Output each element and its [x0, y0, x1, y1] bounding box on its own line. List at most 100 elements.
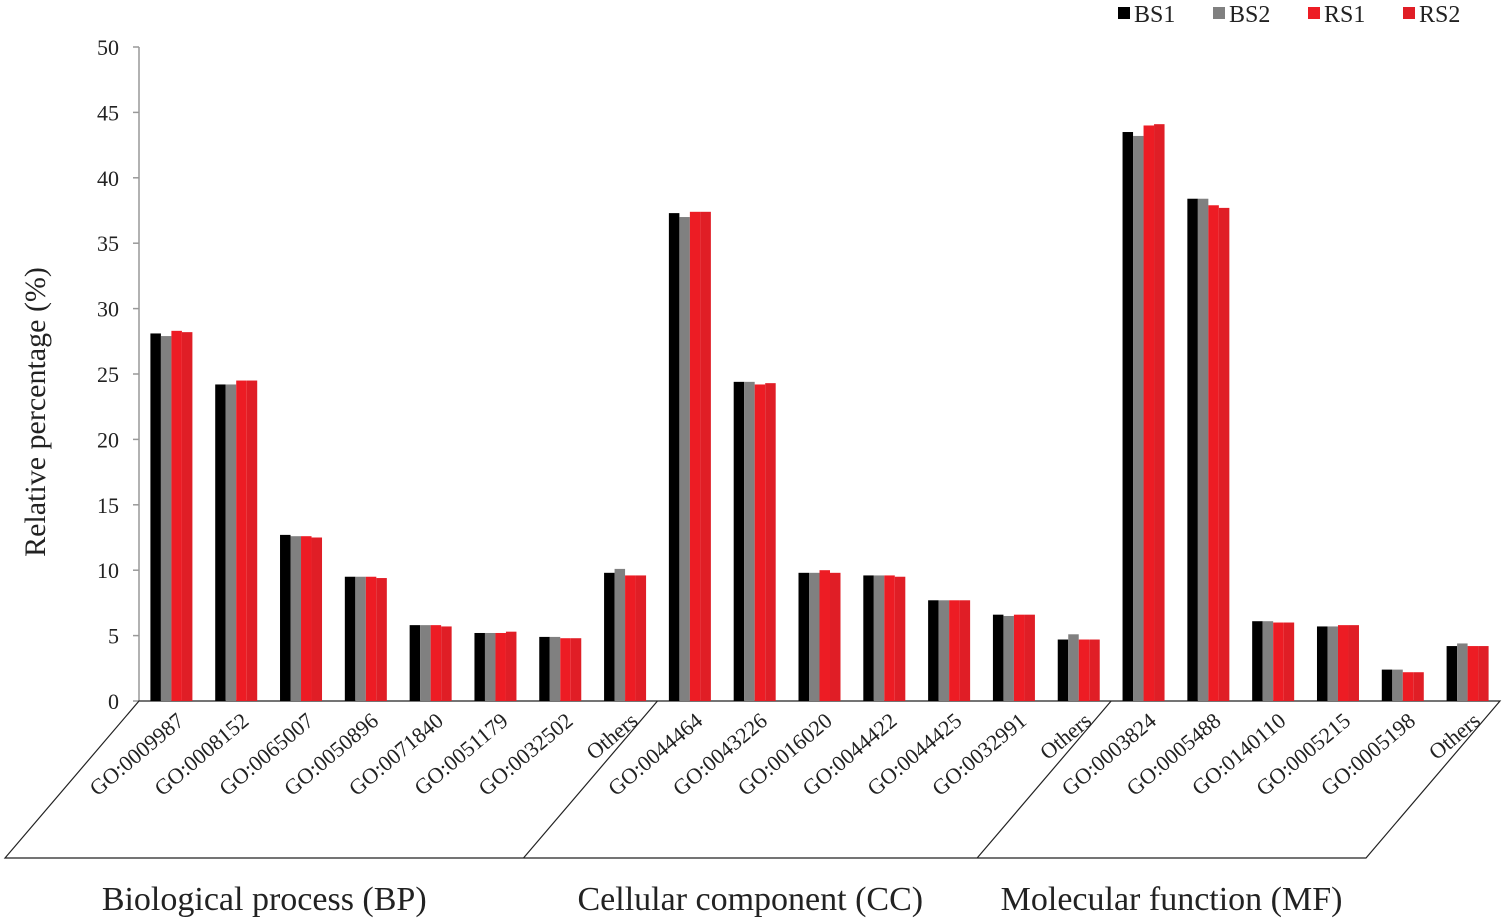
legend-swatch-rs2: [1403, 7, 1415, 19]
bar-rs1: [754, 384, 766, 701]
bar-rs1: [1273, 622, 1284, 701]
bar-bs1: [733, 381, 745, 701]
legend-swatch-rs1: [1308, 7, 1320, 19]
bar-rs1: [560, 638, 571, 701]
bar-rs1: [884, 575, 895, 701]
bar-rs2: [1413, 672, 1424, 701]
group-label: Cellular component (CC): [578, 881, 924, 918]
bar-bs1: [604, 572, 615, 701]
bar-rs2: [635, 575, 647, 701]
group-label: Molecular function (MF): [1001, 881, 1343, 918]
bar-rs2: [376, 578, 387, 701]
legend-label: BS1: [1134, 2, 1175, 28]
y-tick-label: 5: [108, 624, 119, 649]
bar-rs1: [301, 536, 312, 701]
bar-bs2: [1133, 135, 1144, 702]
bar-rs2: [830, 572, 841, 701]
bar-rs1: [1013, 614, 1025, 701]
bar-bs1: [863, 575, 874, 701]
bar-rs1: [236, 380, 247, 701]
bar-bs1: [409, 625, 421, 701]
bar-bs1: [1187, 198, 1198, 701]
bar-rs2: [959, 600, 971, 701]
bar-rs1: [171, 330, 182, 701]
bar-rs2: [1348, 625, 1359, 701]
bar-bs2: [225, 384, 237, 701]
bar-bs1: [1252, 621, 1263, 701]
bar-rs1: [1467, 646, 1479, 701]
bar-rs1: [1208, 205, 1219, 701]
bar-bs1: [1122, 132, 1134, 701]
bar-rs2: [700, 211, 711, 702]
category-labels: GO:0009987GO:0008152GO:0065007GO:0050896…: [85, 708, 1485, 918]
bar-bs2: [679, 217, 690, 702]
bar-rs2: [505, 631, 517, 701]
y-tick-label: 50: [97, 35, 119, 60]
bar-bs2: [809, 572, 820, 701]
bar-bs1: [928, 600, 939, 701]
bar-rs1: [430, 625, 442, 701]
bar-bs2: [744, 381, 755, 701]
bar-bs2: [614, 568, 626, 701]
bar-rs2: [1283, 622, 1295, 701]
bar-bs1: [280, 534, 291, 701]
bar-bs2: [420, 625, 431, 701]
bar-bs2: [1327, 626, 1338, 701]
bar-rs2: [181, 332, 193, 701]
bars: [150, 124, 1489, 702]
bar-bs1: [798, 572, 809, 701]
bar-bs1: [1316, 626, 1328, 701]
y-tick-label: 45: [97, 100, 119, 125]
group-divider: [523, 700, 658, 859]
bar-bs1: [668, 213, 680, 701]
bar-bs1: [344, 576, 356, 701]
bar-bs2: [484, 632, 496, 701]
bar-bs2: [1262, 621, 1274, 701]
bar-rs2: [311, 537, 323, 701]
bar-bs1: [1446, 646, 1458, 701]
bar-rs2: [246, 380, 258, 701]
y-tick-label: 20: [97, 427, 119, 452]
bar-bs2: [938, 600, 950, 701]
bar-rs2: [765, 383, 776, 701]
bar-bs2: [1392, 669, 1403, 701]
y-tick-label: 15: [97, 493, 119, 518]
axes: 0 5 10 15 20 25 30 35 40 45 50: [3, 35, 1502, 859]
legend-label: RS2: [1419, 2, 1460, 28]
bar-rs1: [365, 576, 377, 701]
category-floor: [3, 700, 1502, 859]
y-tick-label: 10: [97, 558, 119, 583]
bar-bs1: [1381, 669, 1393, 701]
bar-bs2: [290, 536, 302, 701]
bar-rs1: [1402, 672, 1414, 701]
group-label: Biological process (BP): [102, 881, 427, 918]
bar-bs2: [1197, 198, 1209, 701]
bar-rs2: [570, 638, 582, 701]
bar-bs2: [160, 336, 172, 701]
bar-rs1: [1078, 639, 1090, 701]
bar-rs2: [1478, 646, 1489, 701]
bar-bs1: [474, 632, 485, 701]
legend-label: RS1: [1324, 2, 1365, 28]
bar-bs1: [1057, 639, 1069, 701]
bar-bs2: [1003, 615, 1014, 701]
bar-bs1: [150, 333, 161, 701]
y-tick-label: 0: [108, 689, 119, 714]
bar-rs1: [949, 600, 960, 701]
y-axis-title: Relative percentage (%): [19, 267, 52, 557]
y-tick-label: 35: [97, 231, 119, 256]
legend-swatch-bs2: [1213, 7, 1225, 19]
bar-rs1: [689, 211, 701, 702]
y-tick-label: 25: [97, 362, 119, 387]
bar-rs1: [625, 575, 636, 701]
bar-bs2: [355, 576, 366, 701]
bar-rs2: [1024, 614, 1035, 701]
y-tick-label: 30: [97, 297, 119, 322]
bar-rs1: [495, 632, 506, 701]
bar-rs2: [441, 626, 452, 701]
bar-rs2: [894, 576, 906, 701]
group-divider: [976, 700, 1112, 859]
bar-rs1: [1143, 125, 1155, 702]
legend-swatch-bs1: [1118, 7, 1130, 19]
